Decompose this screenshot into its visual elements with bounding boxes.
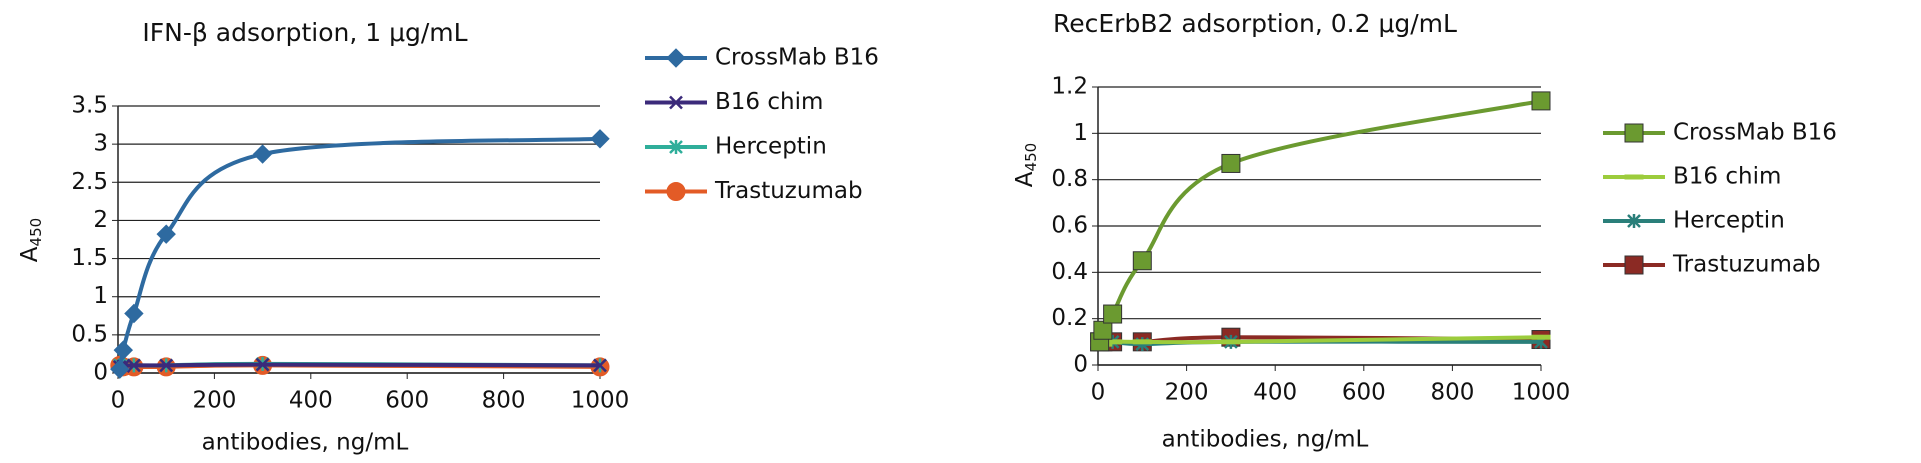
x-tick-label: 800 bbox=[1430, 380, 1474, 406]
series-line bbox=[119, 362, 601, 369]
legend-label: CrossMab B16 bbox=[715, 45, 879, 71]
y-tick-label: 3.5 bbox=[71, 93, 108, 119]
legend-marker bbox=[1624, 255, 1644, 275]
legend-label: Herceptin bbox=[715, 134, 827, 160]
y-tick-label: 0.6 bbox=[1051, 213, 1088, 239]
marker bbox=[1103, 304, 1123, 324]
x-tick-label: 400 bbox=[289, 388, 333, 414]
y-tick-label: 1 bbox=[1073, 120, 1088, 146]
x-tick-label: 200 bbox=[192, 388, 236, 414]
chart-title: RecErbB2 adsorption, 0.2 μg/mL bbox=[1053, 9, 1457, 38]
marker bbox=[255, 357, 270, 372]
marker bbox=[1093, 320, 1113, 340]
y-tick-label: 0.5 bbox=[71, 321, 108, 347]
x-tick-label: 0 bbox=[1091, 380, 1106, 406]
legend-label: Trastuzumab bbox=[714, 178, 863, 204]
marker bbox=[1221, 153, 1241, 173]
y-tick-label: 3 bbox=[93, 131, 108, 157]
marker bbox=[590, 129, 610, 149]
marker bbox=[1221, 339, 1241, 345]
y-tick-label: 0.2 bbox=[1051, 305, 1088, 331]
legend-marker bbox=[1624, 123, 1644, 143]
legend-label: CrossMab B16 bbox=[1673, 120, 1837, 146]
y-axis-label-sub: 450 bbox=[1022, 143, 1040, 172]
y-axis-label-main: A bbox=[1012, 171, 1038, 187]
legend-marker bbox=[1624, 174, 1644, 180]
legend-label: Herceptin bbox=[1673, 208, 1785, 234]
x-tick-label: 200 bbox=[1165, 380, 1209, 406]
y-axis-label-sub: 450 bbox=[27, 218, 45, 247]
y-tick-label: 2 bbox=[93, 207, 108, 233]
marker bbox=[1531, 91, 1551, 111]
marker bbox=[1132, 251, 1152, 271]
marker bbox=[1531, 334, 1551, 340]
x-tick-label: 800 bbox=[482, 388, 526, 414]
y-tick-label: 1.5 bbox=[71, 245, 108, 271]
x-tick-label: 400 bbox=[1253, 380, 1297, 406]
marker bbox=[113, 340, 134, 360]
legend-marker bbox=[666, 182, 686, 201]
y-tick-label: 2.5 bbox=[71, 169, 108, 195]
series-line bbox=[1097, 98, 1542, 343]
y-tick-label: 1 bbox=[93, 283, 108, 309]
y-tick-label: 1.2 bbox=[1051, 74, 1088, 100]
marker bbox=[1132, 339, 1152, 345]
legend-label: B16 chim bbox=[1673, 164, 1781, 190]
y-tick-label: 0.4 bbox=[1051, 259, 1088, 285]
legend-marker bbox=[1627, 214, 1641, 228]
y-axis-label: A450 bbox=[17, 218, 45, 262]
legend-marker bbox=[666, 48, 686, 68]
x-tick-label: 600 bbox=[385, 388, 429, 414]
y-tick-label: 0 bbox=[93, 360, 108, 386]
x-axis-label: antibodies, ng/mL bbox=[202, 430, 409, 456]
x-tick-label: 0 bbox=[111, 388, 126, 414]
legend-marker bbox=[669, 140, 683, 154]
y-axis-label: A450 bbox=[1012, 143, 1040, 187]
legend-label: B16 chim bbox=[715, 89, 823, 115]
x-axis-label: antibodies, ng/mL bbox=[1162, 427, 1369, 453]
x-tick-label: 1000 bbox=[571, 388, 630, 414]
marker bbox=[110, 359, 130, 379]
x-tick-label: 1000 bbox=[1512, 380, 1571, 406]
marker bbox=[159, 358, 174, 373]
marker bbox=[127, 358, 141, 373]
marker bbox=[156, 224, 176, 244]
x-tick-label: 600 bbox=[1342, 380, 1386, 406]
legend-marker bbox=[669, 95, 683, 110]
y-tick-label: 0.8 bbox=[1051, 166, 1088, 192]
marker bbox=[593, 358, 607, 373]
marker bbox=[124, 303, 144, 324]
chart-title: IFN-β adsorption, 1 μg/mL bbox=[142, 18, 467, 47]
y-axis-label-main: A bbox=[17, 246, 43, 262]
y-tick-label: 0 bbox=[1073, 352, 1088, 378]
legend-label: Trastuzumab bbox=[1672, 252, 1821, 278]
marker bbox=[252, 144, 273, 164]
